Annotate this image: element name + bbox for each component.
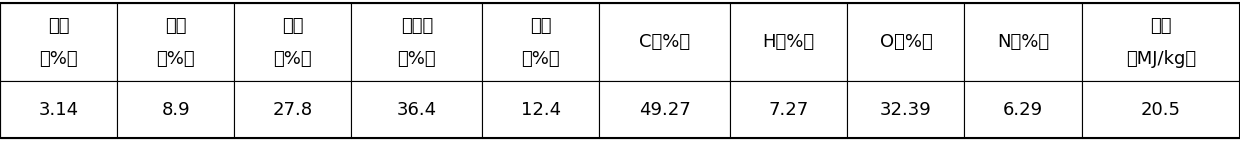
Bar [482, 81, 599, 138]
Text: 8.9: 8.9 [161, 101, 190, 119]
Text: （%）: （%） [274, 50, 312, 68]
Text: （%）: （%） [40, 50, 78, 68]
Bar [351, 3, 482, 81]
Bar [351, 81, 482, 138]
Bar [965, 81, 1081, 138]
Bar [730, 81, 847, 138]
Bar [1081, 3, 1240, 81]
Bar [599, 81, 730, 138]
Bar [965, 3, 1081, 81]
Text: 油脂: 油脂 [281, 17, 304, 35]
Text: 3.14: 3.14 [38, 101, 78, 119]
Text: 12.4: 12.4 [521, 101, 560, 119]
Text: 32.39: 32.39 [880, 101, 931, 119]
Text: 蛋白质: 蛋白质 [401, 17, 433, 35]
Text: 热值: 热值 [1149, 17, 1172, 35]
Text: 49.27: 49.27 [639, 101, 691, 119]
Bar [234, 81, 351, 138]
Text: 灰分: 灰分 [165, 17, 186, 35]
Text: （MJ/kg）: （MJ/kg） [1126, 50, 1195, 68]
Text: 36.4: 36.4 [397, 101, 436, 119]
Bar [117, 3, 234, 81]
Bar [847, 3, 965, 81]
Text: （%）: （%） [156, 50, 195, 68]
Text: N（%）: N（%） [997, 33, 1049, 51]
Bar [117, 81, 234, 138]
Text: 6.29: 6.29 [1003, 101, 1043, 119]
Text: 7.27: 7.27 [769, 101, 808, 119]
Bar [599, 3, 730, 81]
Text: 20.5: 20.5 [1141, 101, 1180, 119]
Text: 多糖: 多糖 [529, 17, 552, 35]
Bar [1081, 81, 1240, 138]
Text: （%）: （%） [522, 50, 560, 68]
Bar [234, 3, 351, 81]
Bar [847, 81, 965, 138]
Bar [0, 81, 117, 138]
Text: C（%）: C（%） [639, 33, 691, 51]
Text: 水分: 水分 [48, 17, 69, 35]
Bar [730, 3, 847, 81]
Text: 27.8: 27.8 [273, 101, 312, 119]
Bar [482, 3, 599, 81]
Text: H（%）: H（%） [763, 33, 815, 51]
Bar [0, 3, 117, 81]
Text: （%）: （%） [398, 50, 436, 68]
Text: O（%）: O（%） [879, 33, 932, 51]
